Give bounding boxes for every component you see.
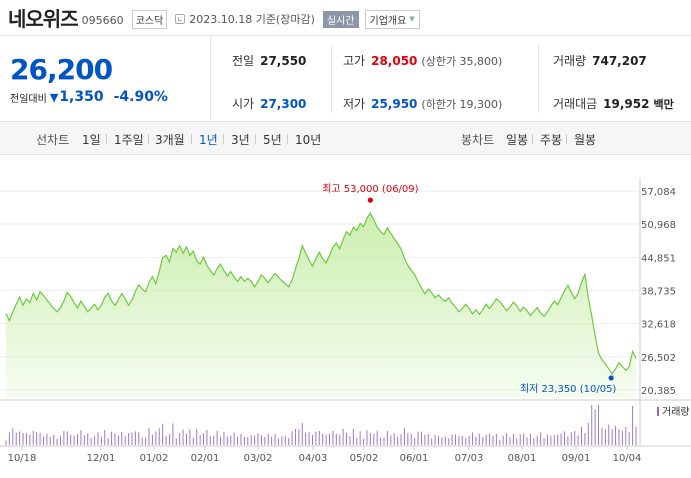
- tab-3m[interactable]: 3개월: [155, 133, 185, 147]
- y-tick-label: 57,084: [641, 187, 676, 198]
- tab-10y[interactable]: 10년: [295, 133, 322, 147]
- y-tick-label: 38,735: [641, 287, 676, 298]
- stat-low: 저가 25,950 (하한가 19,300): [343, 95, 502, 112]
- price-area: [6, 213, 636, 398]
- x-tick-label: 09/01: [562, 453, 591, 464]
- period-bar: 선차트 1일 1주일 3개월 1년 3년 5년 10년 봉차트 일봉 주봉 월봉: [0, 121, 691, 155]
- stat-prev-close: 전일 27,550: [232, 52, 306, 69]
- low-marker: [608, 375, 614, 381]
- x-tick-label: 05/02: [350, 453, 379, 464]
- market-badge: 코스닥: [131, 9, 168, 29]
- x-tick-label: 02/01: [191, 453, 220, 464]
- x-tick-label: 10/18: [8, 453, 37, 464]
- divider: [566, 134, 567, 144]
- stat-trade-value: 거래대금 19,952 백만: [553, 95, 674, 112]
- x-axis-labels: 10/18 12/01 01/02 02/01 03/02 04/03 05/02 06/01…: [8, 453, 642, 464]
- open-value: 27,300: [260, 97, 307, 111]
- divider: [331, 45, 332, 113]
- volume-bars: [5, 405, 637, 445]
- candle-chart-label: 봉차트: [461, 133, 495, 147]
- prev-close-label: 전일: [232, 54, 255, 68]
- tab-3y[interactable]: 3년: [231, 133, 250, 147]
- y-tick-label: 32,618: [641, 320, 676, 331]
- stat-volume: 거래량 747,207: [553, 52, 647, 69]
- y-tick-label: 44,851: [641, 253, 676, 264]
- current-price: 26,200: [10, 53, 113, 86]
- x-tick-label: 03/02: [244, 453, 273, 464]
- change-label: 전일대비: [10, 93, 47, 105]
- tab-1y[interactable]: 1년: [199, 133, 218, 147]
- stock-header: 네오위즈 095660 코스닥 2023.10.18 기준(장마감) 실시간 기…: [0, 0, 691, 36]
- divider: [255, 134, 256, 144]
- stat-high: 고가 28,050 (상한가 35,800): [343, 52, 502, 69]
- date-info: 2023.10.18 기준(장마감): [189, 13, 315, 26]
- open-label: 시가: [232, 97, 255, 111]
- upper-limit: (상한가 35,800): [421, 55, 503, 68]
- y-tick-label: 50,968: [641, 220, 676, 231]
- change-value: 1,350: [59, 89, 104, 105]
- tab-weekly[interactable]: 주봉: [540, 133, 563, 147]
- low-value: 25,950: [371, 97, 418, 111]
- y-tick-label: 26,502: [641, 353, 676, 364]
- high-label: 최고 53,000 (06/09): [322, 183, 418, 195]
- tab-5y[interactable]: 5년: [263, 133, 282, 147]
- stat-open: 시가 27,300: [232, 95, 306, 112]
- divider: [106, 134, 107, 144]
- divider: [538, 45, 539, 113]
- tab-monthly[interactable]: 월봉: [574, 133, 597, 147]
- divider: [191, 134, 192, 144]
- divider: [223, 134, 224, 144]
- divider: [287, 134, 288, 144]
- low-label: 저가: [343, 97, 366, 111]
- price-stats: 전일 27,550 시가 27,300 고가 28,050 (상한가 35,80…: [212, 37, 691, 120]
- x-tick-label: 10/04: [613, 453, 642, 464]
- trade-value-unit: 백만: [653, 98, 674, 111]
- company-info-button[interactable]: 기업개요 ▼: [364, 9, 420, 29]
- divider: [148, 134, 149, 144]
- x-tick-label: 04/03: [299, 453, 328, 464]
- volume-value: 747,207: [592, 54, 647, 68]
- high-marker: [367, 197, 373, 203]
- stock-code: 095660: [81, 13, 124, 27]
- lower-limit: (하한가 19,300): [421, 98, 503, 111]
- volume-legend: 거래량: [662, 406, 690, 418]
- company-info-label: 기업개요: [369, 15, 407, 27]
- price-summary: 26,200 전일대비 ▼ 1,350 -4.90%: [0, 37, 211, 120]
- down-arrow-icon: ▼: [49, 90, 59, 104]
- y-tick-label: 20,385: [641, 386, 676, 397]
- divider: [532, 134, 533, 144]
- x-tick-label: 06/01: [400, 453, 429, 464]
- y-axis-labels: 57,084 50,968 44,851 38,735 32,618 26,502 20,3…: [641, 187, 676, 397]
- trade-value-label: 거래대금: [553, 97, 598, 111]
- tab-1w[interactable]: 1주일: [114, 133, 144, 147]
- volume-label: 거래량: [553, 54, 587, 68]
- realtime-badge[interactable]: 실시간: [322, 10, 359, 28]
- line-chart-label: 선차트: [36, 133, 70, 147]
- tab-1d[interactable]: 1일: [82, 133, 101, 147]
- high-value: 28,050: [371, 54, 418, 68]
- price-line: [5, 211, 637, 375]
- x-tick-label: 01/02: [140, 453, 169, 464]
- chevron-down-icon: ▼: [409, 15, 415, 23]
- volume-legend-swatch: [657, 407, 659, 416]
- x-tick-label: 08/01: [508, 453, 537, 464]
- change-row: 전일대비 ▼ 1,350 -4.90%: [10, 89, 168, 105]
- trade-value: 19,952: [603, 97, 650, 111]
- x-tick-label: 07/03: [455, 453, 484, 464]
- high-label: 고가: [343, 54, 366, 68]
- tab-daily[interactable]: 일봉: [506, 133, 529, 147]
- company-name[interactable]: 네오위즈: [8, 7, 79, 31]
- low-label: 최저 23,350 (10/05): [520, 383, 616, 395]
- prev-close-value: 27,550: [260, 54, 307, 68]
- change-percent: -4.90%: [113, 89, 168, 105]
- x-tick-label: 12/01: [87, 453, 116, 464]
- calendar-icon: [175, 14, 186, 24]
- price-chart[interactable]: 57,084 50,968 44,851 38,735 32,618 26,502 20,3…: [0, 170, 691, 478]
